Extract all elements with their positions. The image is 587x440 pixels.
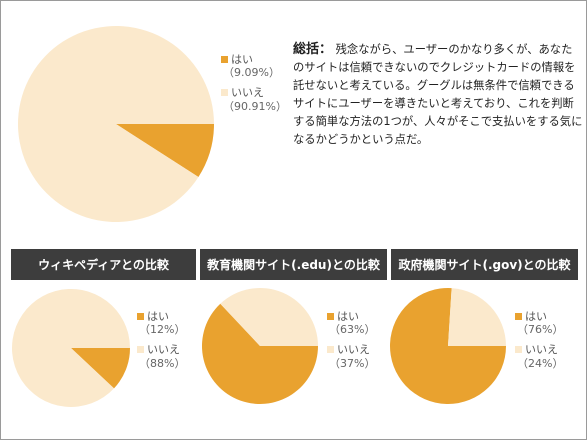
summary-text: 総括： 残念ながら、ユーザーのかなり多くが、あなたのサイトは信頼できないのでクレ…: [293, 41, 583, 149]
legend-item-yes: はい: [327, 310, 375, 323]
legend-label-no: いいえ: [147, 343, 180, 357]
section-title-gov: 政府機関サイト(.gov)との比較: [391, 249, 578, 280]
main-pie-legend: はい （9.09%） いいえ （90.91%）: [221, 53, 287, 120]
edu-pie-legend: はい （63%） いいえ （37%）: [327, 310, 375, 377]
legend-item-no: いいえ: [137, 343, 185, 356]
legend-swatch-no: [327, 346, 334, 354]
legend-swatch-yes: [137, 313, 144, 321]
wikipedia-pie-chart: [12, 289, 131, 408]
legend-item-yes: はい: [515, 310, 563, 323]
legend-swatch-no: [515, 346, 522, 354]
legend-value-no: （24%）: [517, 356, 564, 370]
legend-value-yes: （9.09%）: [223, 66, 280, 80]
legend-value-no: （37%）: [329, 356, 376, 370]
legend-swatch-no: [221, 89, 228, 97]
summary-heading: 総括：: [293, 42, 333, 57]
pie-slice-no: [12, 289, 131, 408]
legend-label-no: いいえ: [231, 86, 264, 100]
legend-label-yes: はい: [525, 310, 547, 323]
section-title-edu: 教育機関サイト(.edu)との比較: [200, 249, 387, 280]
summary-body: 残念ながら、ユーザーのかなり多くが、あなたのサイトは信頼できないのでクレジットカ…: [293, 43, 583, 146]
gov-pie-chart: [390, 287, 506, 404]
legend-swatch-yes: [327, 313, 334, 321]
pie-slice-yes: [390, 287, 506, 404]
legend-label-no: いいえ: [525, 343, 558, 357]
legend-value-yes: （12%）: [139, 323, 186, 337]
pie-slice-no: [220, 288, 318, 346]
legend-label-yes: はい: [231, 53, 253, 66]
pie-slice-yes: [71, 348, 130, 389]
legend-swatch-yes: [515, 313, 522, 321]
pie-slice-yes: [116, 124, 214, 177]
legend-value-yes: （63%）: [329, 323, 376, 337]
legend-swatch-yes: [221, 56, 228, 64]
pie-slice-no: [448, 288, 506, 346]
legend-value-yes: （76%）: [517, 323, 564, 337]
legend-label-no: いいえ: [337, 343, 370, 357]
legend-label-yes: はい: [147, 310, 169, 323]
legend-swatch-no: [137, 346, 144, 354]
legend-value-no: （88%）: [139, 356, 186, 370]
edu-pie-chart: [202, 288, 318, 405]
main-pie-chart: [17, 25, 214, 222]
legend-item-no: いいえ: [327, 343, 375, 356]
legend-item-no: いいえ: [515, 343, 563, 356]
pie-slice-yes: [202, 303, 318, 405]
gov-pie-legend: はい （76%） いいえ （24%）: [515, 310, 563, 377]
section-title-wikipedia: ウィキペディアとの比較: [11, 249, 196, 280]
legend-item-yes: はい: [137, 310, 185, 323]
legend-item-yes: はい: [221, 53, 287, 66]
legend-item-no: いいえ: [221, 86, 287, 99]
legend-label-yes: はい: [337, 310, 359, 323]
legend-value-no: （90.91%）: [223, 99, 287, 113]
wikipedia-pie-legend: はい （12%） いいえ （88%）: [137, 310, 185, 377]
pie-slice-no: [17, 25, 214, 222]
